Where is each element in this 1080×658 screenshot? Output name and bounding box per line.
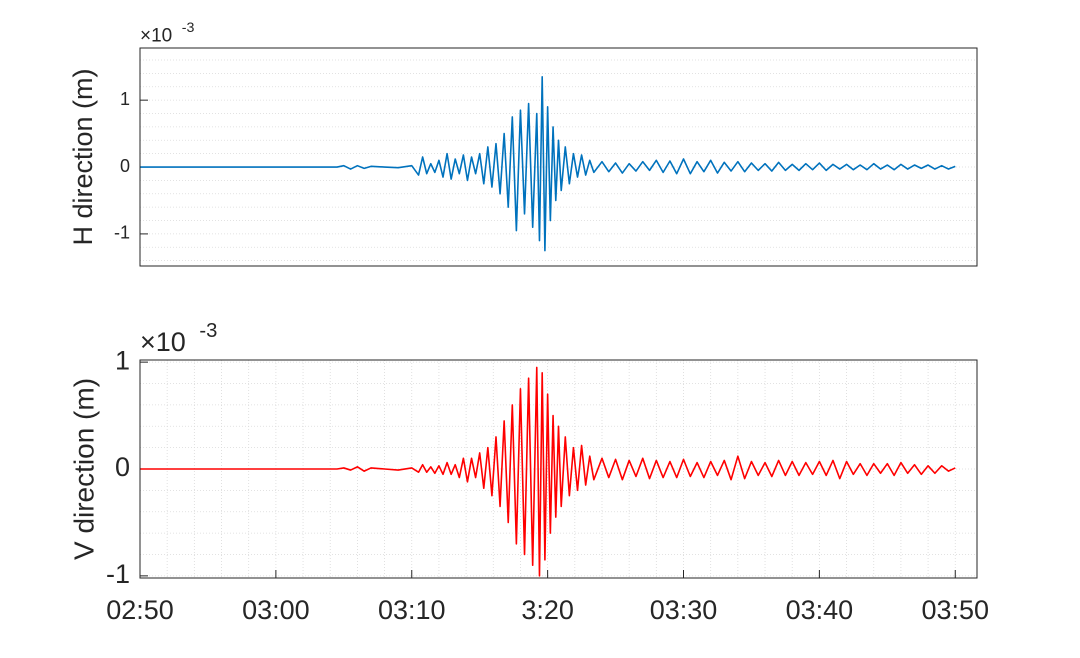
- x-tick-label: 3:20: [521, 595, 574, 625]
- waveform-line: [140, 366, 956, 577]
- x-tick-label: 03:00: [242, 595, 310, 625]
- y-axis-label: V direction (m): [68, 378, 99, 560]
- exponent-power: -3: [182, 20, 195, 36]
- y-tick-label: 0: [120, 156, 130, 176]
- y-axis-label: H direction (m): [68, 68, 98, 245]
- y-tick-label: -1: [106, 559, 130, 589]
- axes-box: [139, 47, 978, 267]
- y-tick-label: -1: [114, 223, 130, 243]
- y-tick-label: 1: [120, 89, 130, 109]
- y-tick-label: 0: [115, 452, 130, 482]
- waveform-line: [140, 75, 956, 252]
- y-tick-label: 1: [115, 345, 130, 375]
- axes-box: [139, 359, 978, 579]
- x-tick-label: 03:30: [650, 595, 718, 625]
- exponent-base: ×10: [140, 327, 186, 357]
- exponent-base: ×10: [140, 26, 172, 47]
- subplot: -1 0 1 ×10 -3 H direction (m): [68, 20, 978, 267]
- exponent-power: -3: [199, 320, 217, 342]
- subplot: -1 0 1 02:50 03:00 03:10 3:20 03:30 03:40 03:50 ×1…: [68, 320, 989, 625]
- x-tick-label: 03:10: [378, 595, 446, 625]
- x-tick-label: 03:40: [786, 595, 854, 625]
- x-tick-label: 02:50: [106, 595, 174, 625]
- x-tick-label: 03:50: [921, 595, 989, 625]
